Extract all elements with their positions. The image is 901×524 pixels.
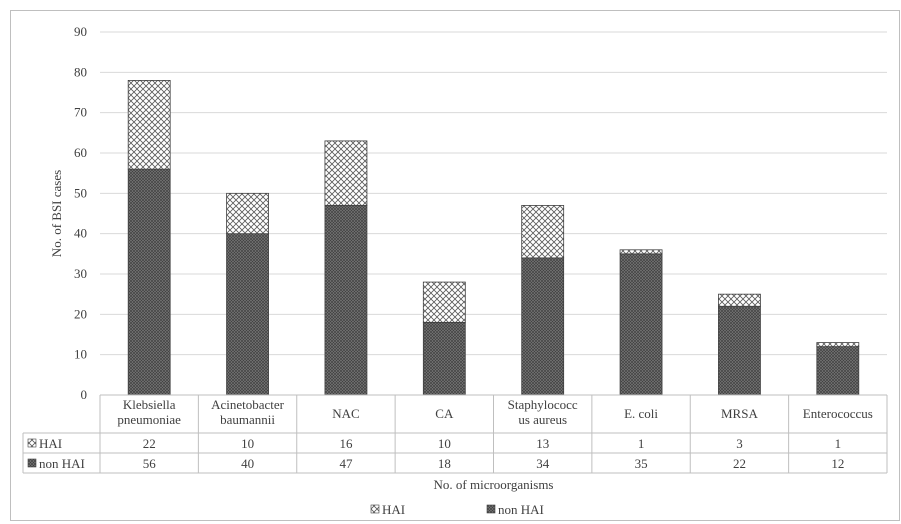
x-tick-label: CA (435, 406, 454, 421)
bar-non-hai (718, 305, 761, 396)
y-tick-label: 70 (74, 105, 87, 120)
bar-hai (718, 293, 761, 307)
bars (127, 80, 860, 396)
x-tick-label: Enterococcus (803, 406, 873, 421)
bar-hai (521, 205, 565, 259)
y-tick-label: 0 (81, 387, 88, 402)
x-axis-label: No. of microorganisms (434, 477, 554, 492)
table-cell-non-hai: 18 (438, 456, 451, 471)
y-axis-ticks: 0 10 20 30 40 50 60 70 80 90 (74, 24, 87, 402)
x-tick-label: Klebsiella (123, 397, 176, 412)
table-cell-non-hai: 35 (635, 456, 648, 471)
bar-non-hai (324, 205, 368, 396)
table-cell-non-hai: 34 (536, 456, 550, 471)
x-tick-label: Acinetobacter (211, 397, 285, 412)
gridlines (100, 31, 887, 396)
bar-non-hai (816, 346, 860, 396)
y-tick-label: 80 (74, 64, 87, 79)
x-tick-label: MRSA (721, 406, 758, 421)
bar-non-hai (226, 233, 269, 396)
table-key-hai-swatch (27, 438, 37, 448)
x-tick-label: baumannii (220, 412, 275, 427)
y-axis-label: No. of BSI cases (49, 170, 64, 257)
y-tick-label: 30 (74, 266, 87, 281)
x-tick-label: Staphylococc (508, 397, 578, 412)
y-tick-label: 60 (74, 145, 87, 160)
table-cell-hai: 22 (143, 436, 156, 451)
bar-hai (422, 281, 466, 323)
bar-non-hai (422, 321, 466, 396)
y-tick-label: 50 (74, 185, 87, 200)
y-tick-label: 40 (74, 226, 87, 241)
x-tick-label: E. coli (624, 406, 658, 421)
table-cell-non-hai: 22 (733, 456, 746, 471)
x-tick-label: pneumoniae (117, 412, 181, 427)
table-key-non-hai: non HAI (39, 456, 85, 471)
x-tick-label: NAC (332, 406, 359, 421)
table-cell-non-hai: 12 (831, 456, 844, 471)
legend-label-non-hai: non HAI (498, 502, 544, 517)
table-cell-non-hai: 47 (339, 456, 353, 471)
chart-frame: 0 10 20 30 40 50 60 70 80 90 No. of BSI cases Kle… (10, 10, 900, 521)
table-cell-hai: 16 (339, 436, 353, 451)
y-tick-label: 90 (74, 24, 87, 39)
legend-swatch-hai (370, 504, 380, 514)
bar-hai (619, 249, 663, 255)
table-cell-hai: 10 (438, 436, 451, 451)
table-cell-hai: 3 (736, 436, 743, 451)
bar-non-hai (127, 168, 171, 396)
legend: HAI non HAI (370, 502, 544, 517)
table-cell-hai: 1 (835, 436, 842, 451)
bar-hai (816, 342, 860, 348)
table-key-non-hai-swatch (27, 458, 37, 468)
table-cell-hai: 13 (536, 436, 549, 451)
bsi-stacked-bar-chart: 0 10 20 30 40 50 60 70 80 90 No. of BSI cases Kle… (22, 24, 888, 517)
y-tick-label: 20 (74, 306, 87, 321)
bar-hai (127, 80, 171, 170)
table-cell-hai: 1 (638, 436, 645, 451)
table-key-hai: HAI (39, 436, 62, 451)
table-cell-non-hai: 56 (143, 456, 157, 471)
bar-non-hai (619, 253, 663, 396)
bar-non-hai (521, 257, 565, 396)
table-cell-non-hai: 40 (241, 456, 254, 471)
bar-hai (226, 192, 269, 235)
x-tick-label: us aureus (518, 412, 567, 427)
legend-swatch-non-hai (486, 504, 496, 514)
legend-label-hai: HAI (382, 502, 405, 517)
table-cell-hai: 10 (241, 436, 254, 451)
bar-hai (324, 140, 368, 206)
y-tick-label: 10 (74, 347, 87, 362)
